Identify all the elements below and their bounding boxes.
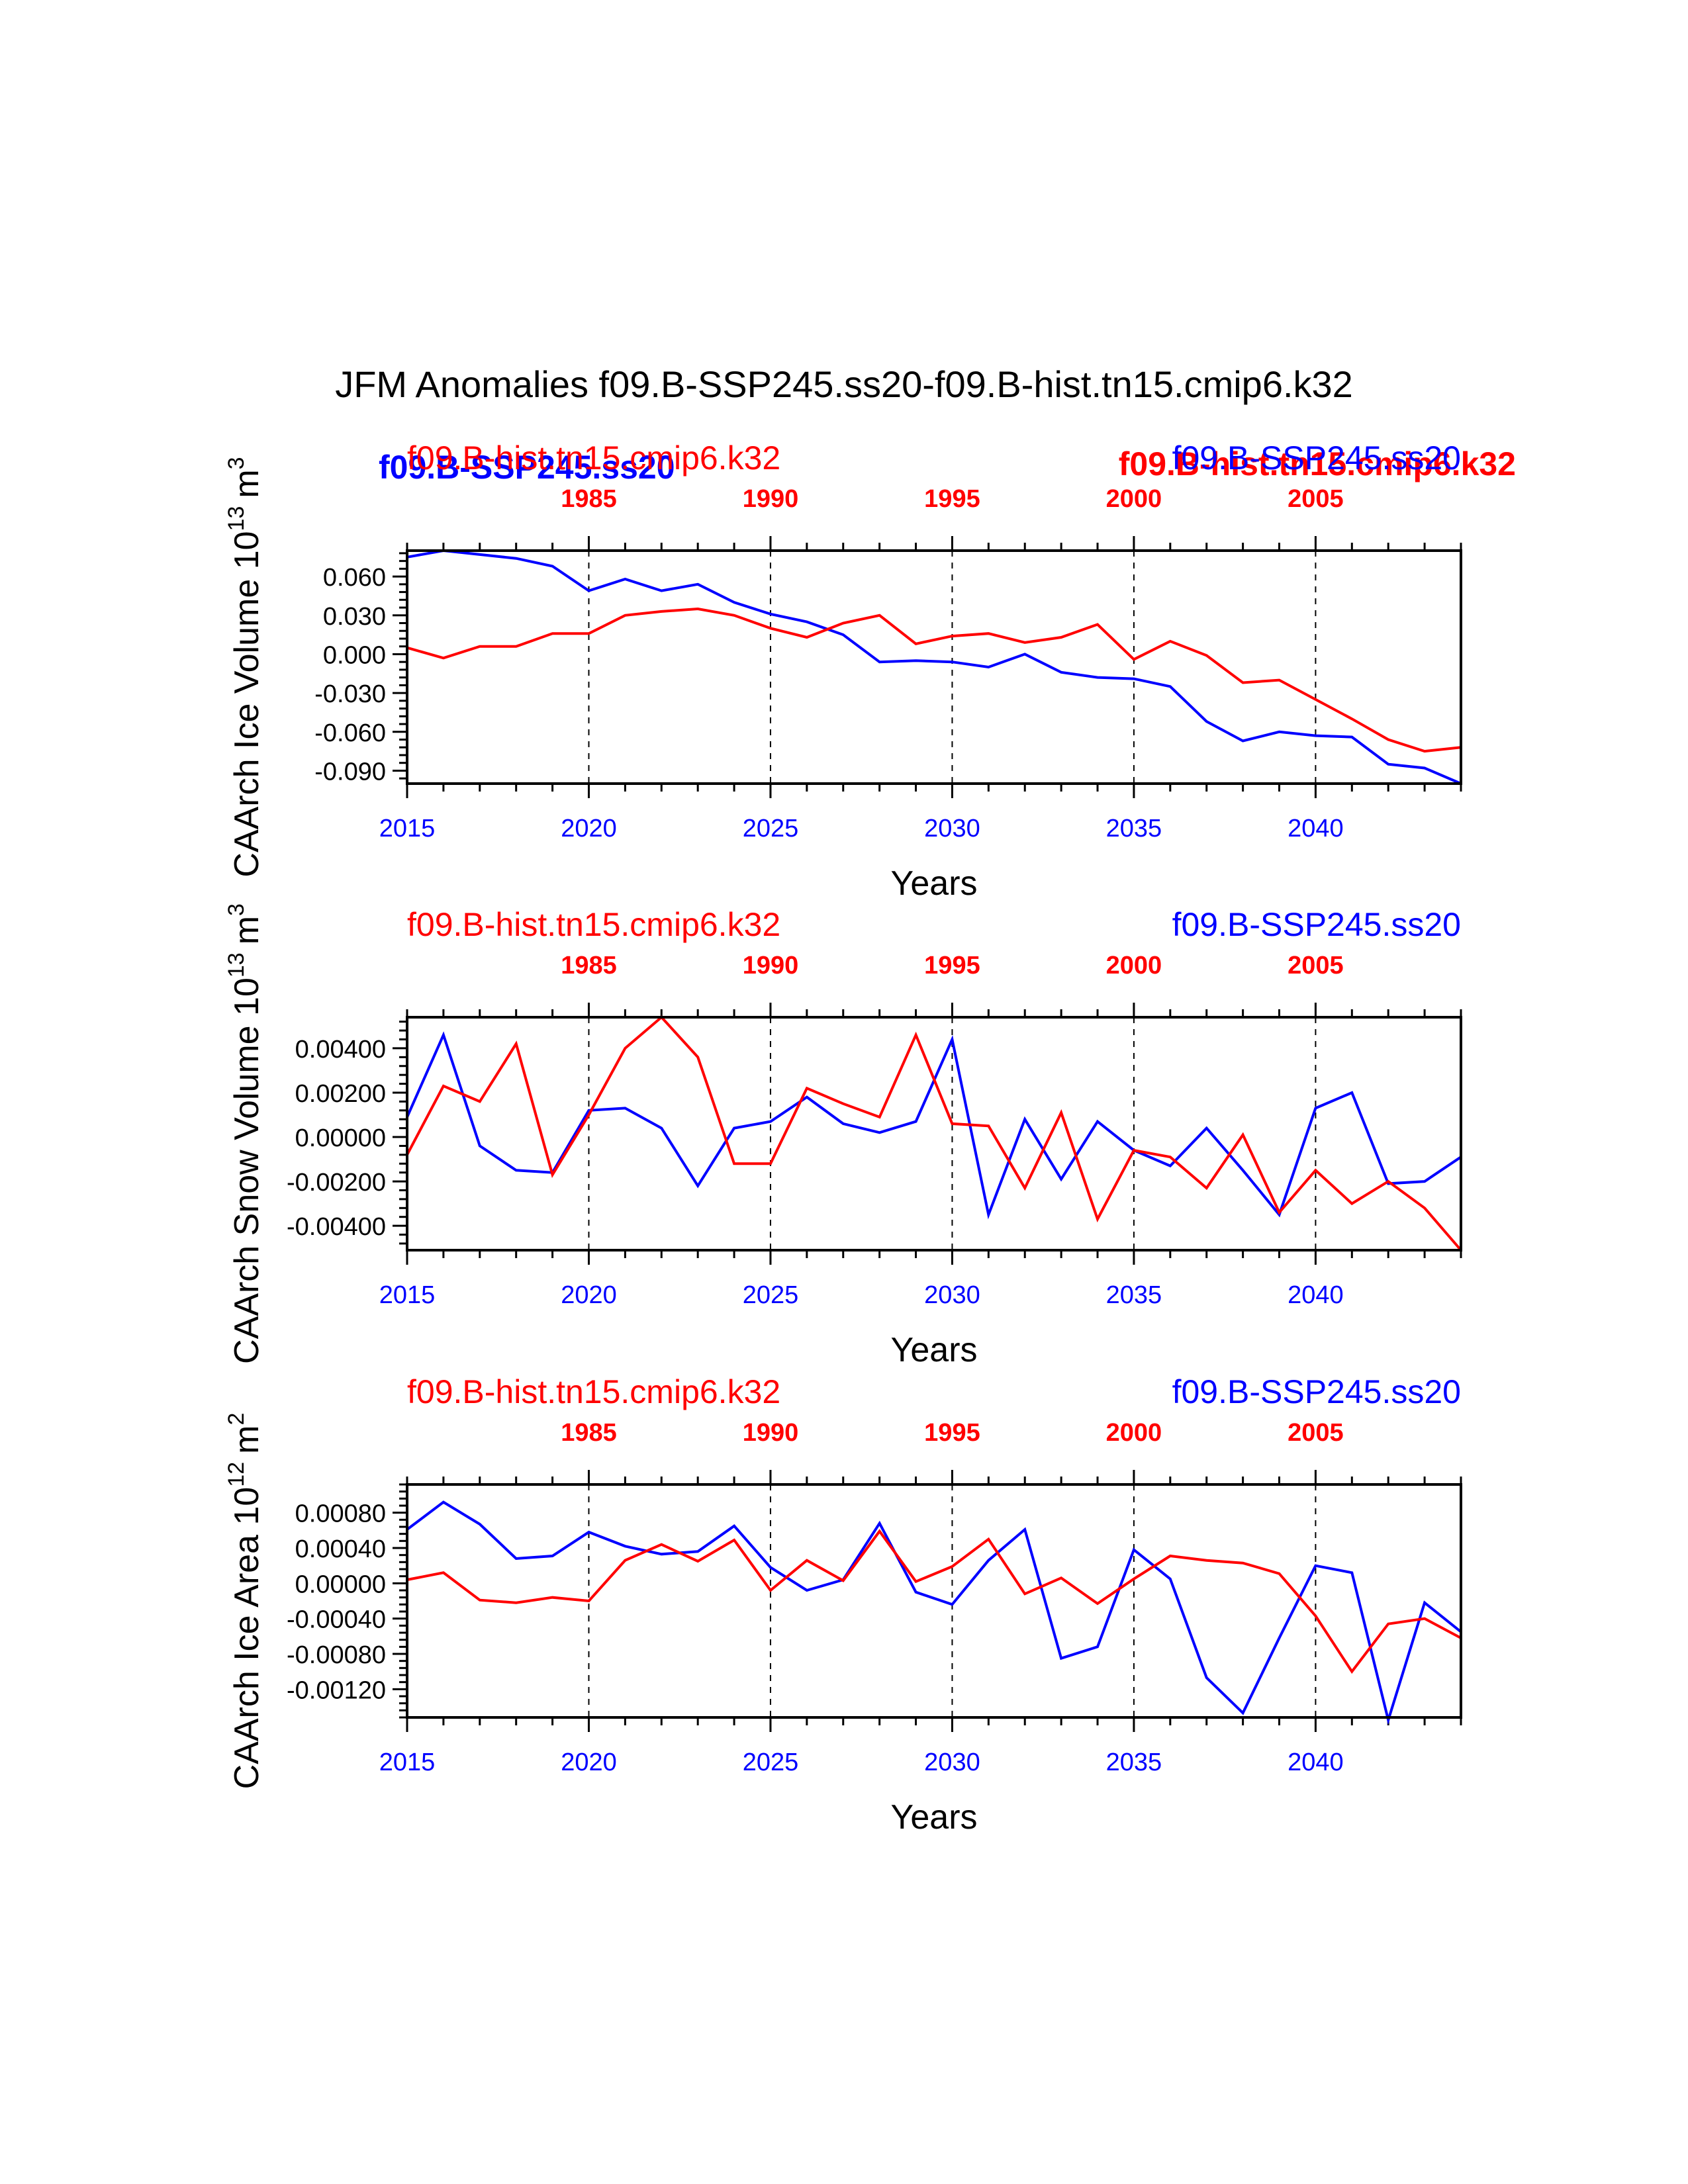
y-axis-label: CAArch Ice Area 1012 m2: [224, 1413, 266, 1790]
y-axis-label-exponent: 13: [224, 952, 249, 978]
x-tick-label: 2025: [743, 1281, 799, 1309]
y-axis-label-text: CAArch Snow Volume 10: [228, 978, 266, 1364]
y-axis-label-unit-exponent: 2: [224, 1413, 249, 1426]
y-tick-label: -0.00400: [287, 1213, 386, 1241]
y-tick-label: -0.060: [314, 719, 386, 747]
right-title: f09.B-SSP245.ss20: [1172, 1373, 1461, 1410]
x-tick-label: 2035: [1106, 815, 1162, 842]
x-tick-label: 2025: [743, 815, 799, 842]
top-tick-label: 1985: [561, 1419, 617, 1447]
y-axis-label-exponent: 12: [224, 1462, 249, 1487]
y-tick-label: -0.090: [314, 758, 386, 786]
series-line-hist: [406, 607, 1462, 753]
x-tick-label: 2015: [379, 1281, 436, 1309]
x-tick-label: 2030: [924, 1749, 980, 1776]
plot-frame: [406, 1483, 1462, 1719]
y-axis-label-unit: m: [228, 469, 266, 498]
y-tick-label: -0.00120: [287, 1676, 386, 1704]
x-tick-label: 2040: [1288, 1281, 1344, 1309]
y-axis-label-unit-exponent: 3: [224, 903, 249, 916]
series-line-ssp: [406, 549, 1462, 785]
x-axis-label: Years: [890, 1798, 977, 1837]
y-tick-label: 0.00040: [295, 1535, 386, 1563]
y-tick-label: 0.00080: [295, 1500, 386, 1528]
y-axis-label-unit: m: [228, 1426, 266, 1454]
y-tick-label: -0.00040: [287, 1606, 386, 1634]
x-tick-label: 2030: [924, 1281, 980, 1309]
top-tick-label: 1990: [743, 485, 799, 513]
x-tick-label: 2035: [1106, 1749, 1162, 1776]
y-tick-label: 0.00000: [295, 1124, 386, 1152]
y-tick-label: 0.00400: [295, 1036, 386, 1064]
x-axis-label: Years: [890, 1331, 977, 1369]
y-tick-label: -0.00200: [287, 1169, 386, 1197]
top-tick-label: 2000: [1106, 485, 1162, 513]
x-tick-label: 2020: [561, 1749, 617, 1776]
top-tick-label: 2000: [1106, 952, 1162, 979]
top-tick-label: 1985: [561, 485, 617, 513]
x-axis-label: Years: [890, 864, 977, 903]
y-tick-label: 0.060: [323, 564, 386, 592]
plot-frame: [406, 1016, 1462, 1251]
top-tick-label: 1995: [924, 952, 980, 979]
y-axis-label: CAArch Ice Volume 1013 m3: [224, 457, 266, 877]
top-tick-label: 1990: [743, 952, 799, 979]
top-tick-label: 1985: [561, 952, 617, 979]
y-axis-label-text: CAArch Ice Area 10: [228, 1487, 266, 1790]
y-axis-label-exponent: 13: [224, 506, 249, 531]
series-line-ssp: [406, 1031, 1462, 1220]
x-tick-label: 2035: [1106, 1281, 1162, 1309]
figure-title: JFM Anomalies f09.B-SSP245.ss20-f09.B-hi…: [335, 363, 1353, 405]
left-title: f09.B-hist.tn15.cmip6.k32: [407, 906, 780, 943]
top-tick-label: 1995: [924, 485, 980, 513]
top-tick-label: 1990: [743, 1419, 799, 1447]
top-tick-label: 2005: [1288, 952, 1344, 979]
left-title: f09.B-hist.tn15.cmip6.k32: [407, 1373, 780, 1410]
series-line-hist: [406, 1015, 1462, 1251]
y-axis-label-text: CAArch Ice Volume 10: [228, 531, 266, 877]
x-tick-label: 2020: [561, 815, 617, 842]
x-tick-label: 2025: [743, 1749, 799, 1776]
top-tick-label: 1995: [924, 1419, 980, 1447]
y-axis-label-unit-exponent: 3: [224, 457, 249, 469]
y-tick-label: 0.000: [323, 641, 386, 669]
panels: 0.060 0.030 0.000 -0.030 -0.060 -0.090 2015 202…: [224, 439, 1462, 1837]
top-tick-label: 2005: [1288, 1419, 1344, 1447]
series-line-ssp: [406, 1500, 1462, 1725]
x-tick-label: 2040: [1288, 1749, 1344, 1776]
panel-3: 0.00080 0.00040 0.00000 -0.00040 -0.00080 -0.…: [224, 1373, 1462, 1837]
right-title: f09.B-SSP245.ss20: [1172, 439, 1461, 477]
series-line-hist: [406, 1529, 1462, 1674]
plot-frame: [406, 549, 1462, 785]
y-tick-label: -0.030: [314, 680, 386, 708]
x-tick-label: 2020: [561, 1281, 617, 1309]
y-axis-label: CAArch Snow Volume 1013 m3: [224, 903, 266, 1364]
top-tick-label: 2000: [1106, 1419, 1162, 1447]
y-tick-label: 0.030: [323, 603, 386, 631]
y-tick-label: -0.00080: [287, 1641, 386, 1669]
x-tick-label: 2040: [1288, 815, 1344, 842]
right-title: f09.B-SSP245.ss20: [1172, 906, 1461, 943]
panel-1: 0.060 0.030 0.000 -0.030 -0.060 -0.090 2015 202…: [224, 439, 1462, 903]
x-tick-label: 2015: [379, 815, 436, 842]
x-tick-label: 2030: [924, 815, 980, 842]
overlay-ssp-label: f09.B-SSP245.ss20: [379, 449, 675, 486]
overlay-hist-label: f09.B-hist.tn15.cmip6.k32: [1119, 445, 1516, 482]
y-axis-label-unit: m: [228, 916, 266, 944]
x-tick-label: 2015: [379, 1749, 436, 1776]
y-tick-label: 0.00200: [295, 1080, 386, 1108]
panel-2: 0.00400 0.00200 0.00000 -0.00200 -0.00400 201…: [224, 903, 1462, 1369]
left-title: f09.B-hist.tn15.cmip6.k32: [407, 439, 780, 477]
top-tick-label: 2005: [1288, 485, 1344, 513]
y-tick-label: 0.00000: [295, 1570, 386, 1598]
